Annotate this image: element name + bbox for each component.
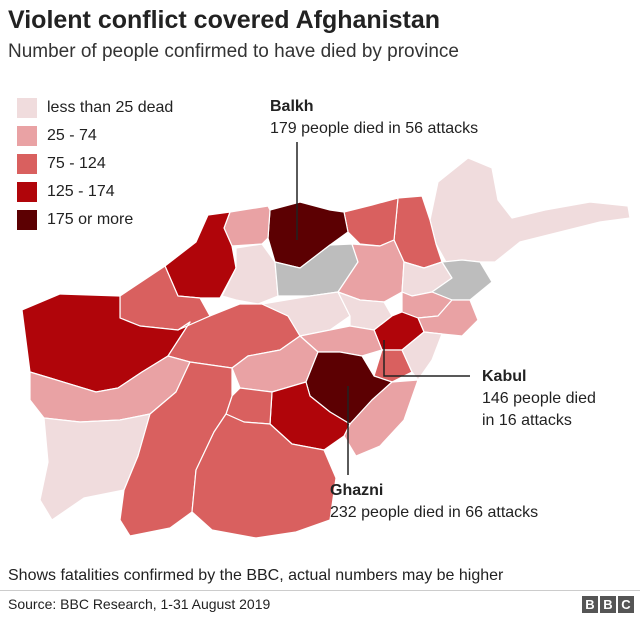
callout-text: 179 people died in 56 attacks (270, 120, 479, 137)
legend-label: 175 or more (47, 211, 134, 228)
balkh-callout: Balkh 179 people died in 56 attacks (270, 96, 478, 140)
chart-title: Violent conflict covered Afghanistan (8, 6, 441, 34)
ghazni-callout: Ghazni 232 people died in 66 attacks (330, 480, 538, 524)
province-region (343, 197, 399, 247)
province-region (401, 331, 443, 381)
legend-item: 125 - 174 (17, 178, 173, 206)
footer-divider (0, 590, 640, 591)
legend-swatch (17, 154, 37, 174)
legend-item: 175 or more (17, 206, 173, 234)
province-region (267, 201, 349, 269)
callout-name: Ghazni (330, 482, 384, 499)
legend-label: less than 25 dead (47, 99, 174, 116)
province-region (429, 157, 631, 263)
logo-block: B (600, 596, 616, 613)
province-region (223, 205, 271, 247)
callout-text: 146 people died (482, 390, 596, 407)
logo-block: B (582, 596, 598, 613)
logo-block: C (618, 596, 634, 613)
legend-swatch (17, 182, 37, 202)
source-note: Source: BBC Research, 1-31 August 2019 (8, 596, 271, 612)
legend-item: less than 25 dead (17, 94, 173, 122)
kabul-callout: Kabul 146 people died in 16 attacks (482, 366, 596, 432)
chart-subtitle: Number of people confirmed to have died … (8, 41, 459, 62)
legend-swatch (17, 210, 37, 230)
legend-swatch (17, 126, 37, 146)
province-region (191, 413, 337, 539)
bbc-logo: B B C (582, 596, 634, 613)
legend-label: 75 - 124 (47, 155, 106, 172)
legend-swatch (17, 98, 37, 118)
legend-item: 25 - 74 (17, 122, 173, 150)
footnote: Shows fatalities confirmed by the BBC, a… (8, 567, 504, 584)
callout-name: Kabul (482, 368, 527, 385)
legend-item: 75 - 124 (17, 150, 173, 178)
callout-text: 232 people died in 66 attacks (330, 504, 539, 521)
legend: less than 25 dead 25 - 74 75 - 124 125 -… (17, 94, 173, 234)
callout-name: Balkh (270, 98, 314, 115)
province-region (164, 211, 237, 299)
province-region (261, 291, 351, 337)
province-region (337, 239, 405, 303)
callout-text: in 16 attacks (482, 412, 572, 429)
legend-label: 25 - 74 (47, 127, 97, 144)
kabul-leader-line (383, 340, 470, 377)
legend-label: 125 - 174 (47, 183, 115, 200)
